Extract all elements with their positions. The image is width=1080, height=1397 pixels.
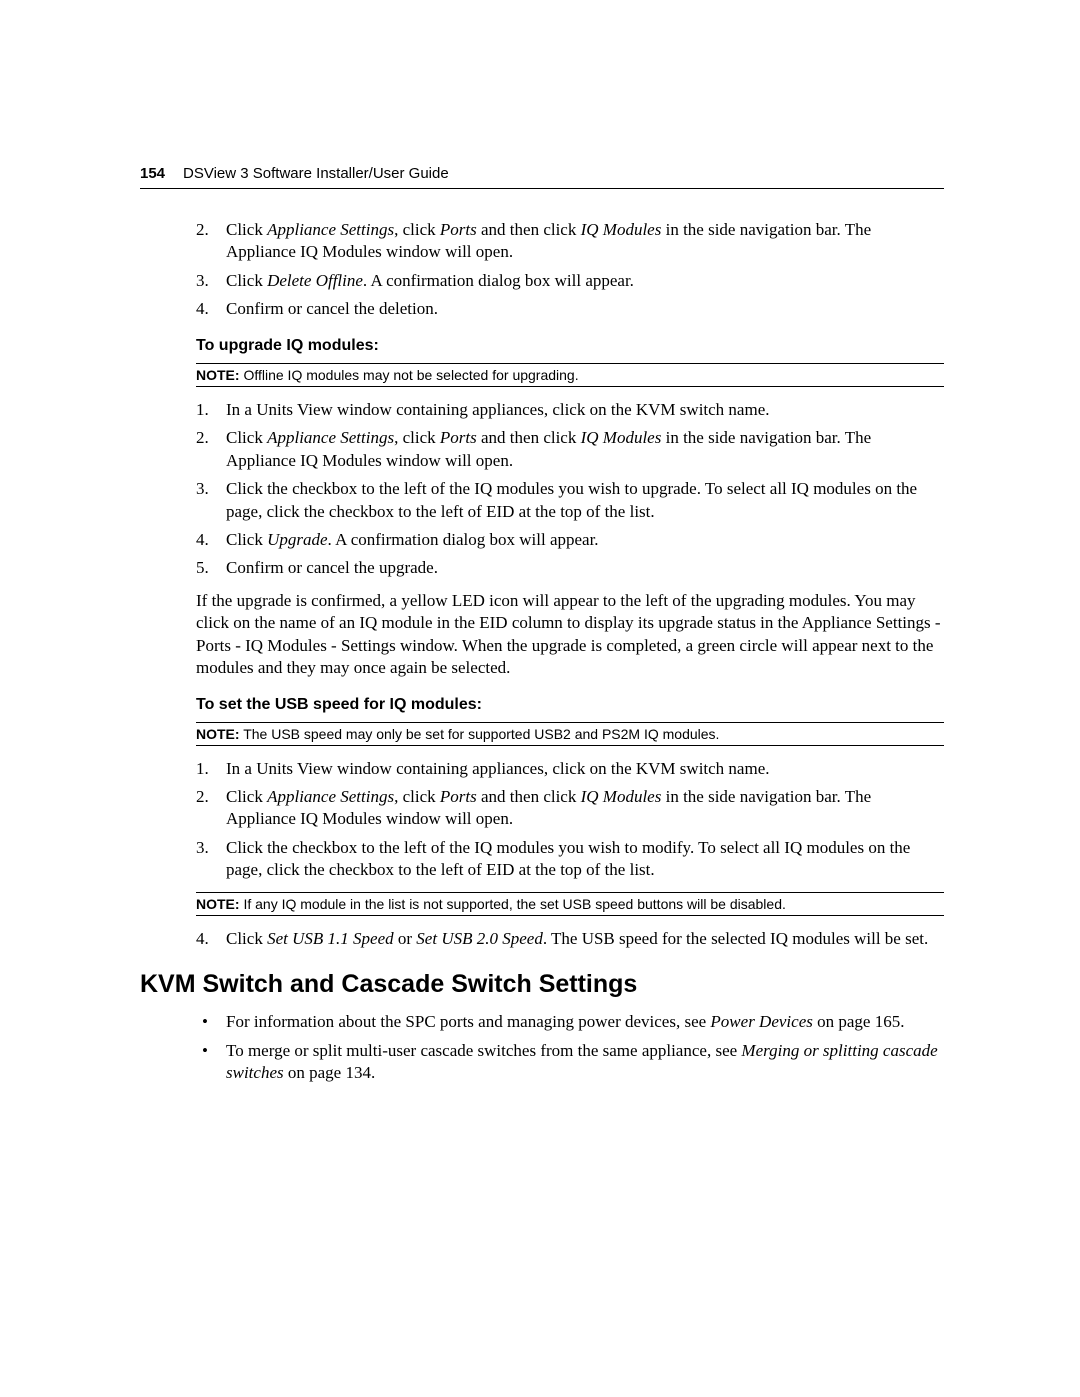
heading-upgrade: To upgrade IQ modules: bbox=[196, 337, 944, 355]
list-number: 2. bbox=[196, 219, 226, 264]
list-body: Click Delete Offline. A confirmation dia… bbox=[226, 270, 944, 292]
list-body: Click Appliance Settings, click Ports an… bbox=[226, 786, 944, 831]
list-body: Click Appliance Settings, click Ports an… bbox=[226, 219, 944, 264]
list-body: Click the checkbox to the left of the IQ… bbox=[226, 837, 944, 882]
content: 2. Click Appliance Settings, click Ports… bbox=[140, 219, 944, 1085]
list-item: 5. Confirm or cancel the upgrade. bbox=[196, 557, 944, 579]
list-body: Click the checkbox to the left of the IQ… bbox=[226, 478, 944, 523]
list-number: 1. bbox=[196, 758, 226, 780]
list-item: 1. In a Units View window containing app… bbox=[196, 758, 944, 780]
list-number: 5. bbox=[196, 557, 226, 579]
note-text: Offline IQ modules may not be selected f… bbox=[240, 367, 579, 383]
list-item: 4. Click Upgrade. A confirmation dialog … bbox=[196, 529, 944, 551]
list-number: 3. bbox=[196, 837, 226, 882]
list-item: 4. Click Set USB 1.1 Speed or Set USB 2.… bbox=[196, 928, 944, 950]
list-item: • For information about the SPC ports an… bbox=[196, 1011, 944, 1033]
note-upgrade: NOTE: Offline IQ modules may not be sele… bbox=[196, 363, 944, 387]
note-usb-1: NOTE: The USB speed may only be set for … bbox=[196, 722, 944, 746]
note-label: NOTE: bbox=[196, 896, 240, 912]
bullet-icon: • bbox=[196, 1011, 226, 1033]
list-number: 3. bbox=[196, 270, 226, 292]
list-item: 4. Confirm or cancel the deletion. bbox=[196, 298, 944, 320]
list-usb: 1. In a Units View window containing app… bbox=[196, 758, 944, 882]
doc-title: DSView 3 Software Installer/User Guide bbox=[183, 165, 449, 182]
list-body: Click Set USB 1.1 Speed or Set USB 2.0 S… bbox=[226, 928, 944, 950]
list-item: • To merge or split multi-user cascade s… bbox=[196, 1040, 944, 1085]
heading-usb: To set the USB speed for IQ modules: bbox=[196, 696, 944, 714]
list-body: In a Units View window containing applia… bbox=[226, 399, 944, 421]
list-item: 2. Click Appliance Settings, click Ports… bbox=[196, 427, 944, 472]
list-number: 2. bbox=[196, 786, 226, 831]
header-rule bbox=[140, 188, 944, 189]
list-item: 3. Click the checkbox to the left of the… bbox=[196, 478, 944, 523]
list-number: 3. bbox=[196, 478, 226, 523]
list-delete-offline: 2. Click Appliance Settings, click Ports… bbox=[196, 219, 944, 321]
note-text: The USB speed may only be set for suppor… bbox=[240, 726, 720, 742]
note-label: NOTE: bbox=[196, 367, 240, 383]
list-item: 3. Click Delete Offline. A confirmation … bbox=[196, 270, 944, 292]
list-kvm-bullets: • For information about the SPC ports an… bbox=[196, 1011, 944, 1084]
list-body: Click Appliance Settings, click Ports an… bbox=[226, 427, 944, 472]
list-body: To merge or split multi-user cascade swi… bbox=[226, 1040, 944, 1085]
list-number: 4. bbox=[196, 928, 226, 950]
list-upgrade: 1. In a Units View window containing app… bbox=[196, 399, 944, 580]
note-usb-2: NOTE: If any IQ module in the list is no… bbox=[196, 892, 944, 916]
list-number: 4. bbox=[196, 529, 226, 551]
list-item: 3. Click the checkbox to the left of the… bbox=[196, 837, 944, 882]
heading-kvm: KVM Switch and Cascade Switch Settings bbox=[140, 970, 944, 999]
note-label: NOTE: bbox=[196, 726, 240, 742]
page: 154 DSView 3 Software Installer/User Gui… bbox=[140, 165, 944, 1091]
list-body: Confirm or cancel the deletion. bbox=[226, 298, 944, 320]
note-text: If any IQ module in the list is not supp… bbox=[240, 896, 786, 912]
list-body: In a Units View window containing applia… bbox=[226, 758, 944, 780]
page-number: 154 bbox=[140, 165, 165, 182]
list-item: 2. Click Appliance Settings, click Ports… bbox=[196, 786, 944, 831]
list-body: For information about the SPC ports and … bbox=[226, 1011, 944, 1033]
list-usb-cont: 4. Click Set USB 1.1 Speed or Set USB 2.… bbox=[196, 928, 944, 950]
list-number: 2. bbox=[196, 427, 226, 472]
list-item: 2. Click Appliance Settings, click Ports… bbox=[196, 219, 944, 264]
list-number: 1. bbox=[196, 399, 226, 421]
bullet-icon: • bbox=[196, 1040, 226, 1085]
list-body: Confirm or cancel the upgrade. bbox=[226, 557, 944, 579]
list-item: 1. In a Units View window containing app… bbox=[196, 399, 944, 421]
list-body: Click Upgrade. A confirmation dialog box… bbox=[226, 529, 944, 551]
upgrade-footer-paragraph: If the upgrade is confirmed, a yellow LE… bbox=[196, 590, 944, 680]
list-number: 4. bbox=[196, 298, 226, 320]
page-header: 154 DSView 3 Software Installer/User Gui… bbox=[140, 165, 944, 182]
